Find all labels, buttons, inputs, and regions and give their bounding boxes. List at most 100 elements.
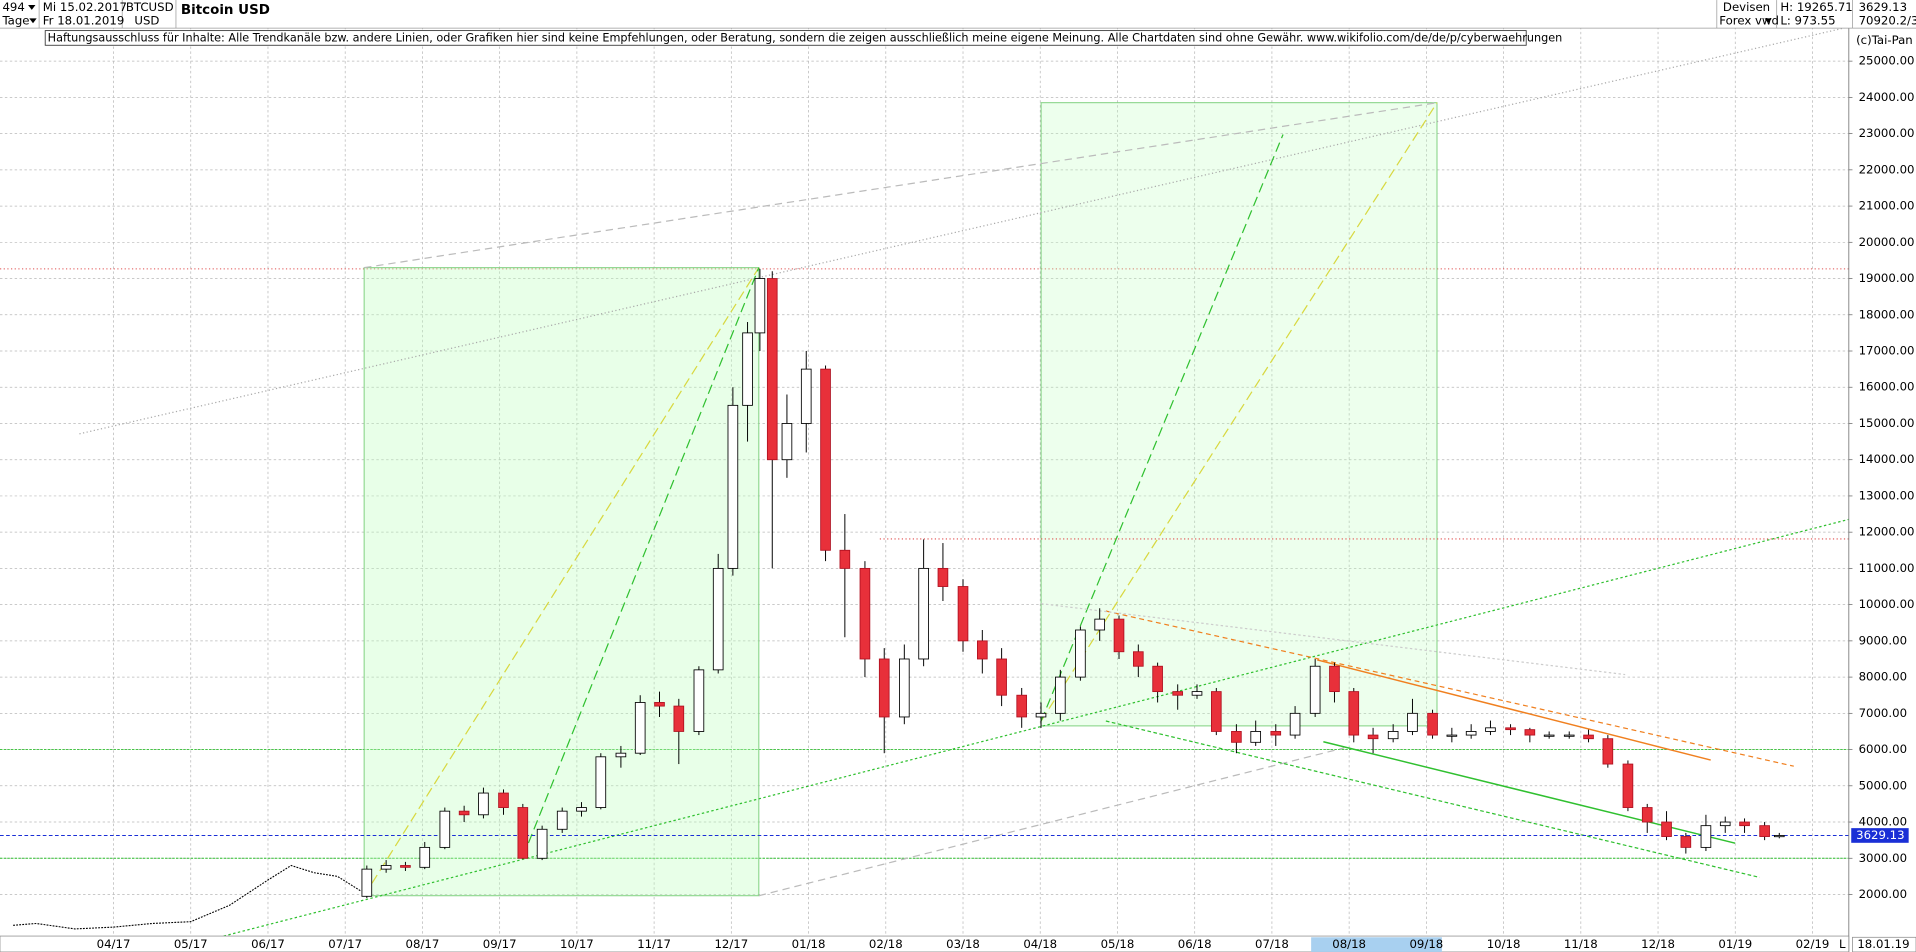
candle-body (1094, 618, 1106, 631)
candle-body (712, 567, 724, 671)
trend-line (1105, 720, 1760, 879)
x-tick-label: 10/17 (560, 937, 594, 951)
candle-body (1700, 825, 1712, 848)
x-tick-label: 05/18 (1101, 937, 1135, 951)
zone (1040, 102, 1438, 727)
candle-body (727, 404, 739, 569)
candle-body (1035, 712, 1047, 718)
y-tick-label: 13000.00 (1859, 488, 1915, 502)
candle-body (1270, 731, 1282, 736)
x-tick-label: 06/17 (251, 937, 285, 951)
disclaimer-box (44, 30, 1527, 46)
candle-body (1563, 734, 1575, 737)
x-tick-label: 10/18 (1487, 937, 1521, 951)
candle-body (1719, 821, 1731, 827)
y-tick-label: 2000.00 (1859, 887, 1907, 901)
candle-body (634, 702, 646, 754)
x-tick-label: 04/17 (97, 937, 131, 951)
y-tick-label: 16000.00 (1859, 380, 1915, 394)
candle-body (996, 658, 1007, 696)
trend-line (1041, 603, 1626, 676)
mode[interactable]: L (1839, 937, 1846, 951)
date-from: Mi 15.02.2017 (43, 0, 127, 14)
candle-body (800, 368, 812, 424)
x-tick-label: 07/18 (1255, 937, 1289, 951)
x-tick-label: 11/18 (1564, 937, 1598, 951)
candle-body (1602, 738, 1614, 765)
y-tick-label: 12000.00 (1859, 525, 1915, 539)
candle-body (1210, 691, 1222, 732)
y-tick-label: 5000.00 (1859, 778, 1907, 792)
candle-body (615, 752, 627, 758)
candle-body (458, 810, 470, 816)
candle-body (517, 807, 529, 859)
candle-body (576, 807, 587, 812)
candle-body (1465, 731, 1477, 736)
y-tick-label: 11000.00 (1859, 561, 1915, 575)
end-date: 18.01.19 (1857, 937, 1909, 951)
x-tick-label: 11/17 (637, 937, 671, 951)
volume: 70920.2/3 (1859, 13, 1916, 27)
price-marks (0, 268, 1849, 930)
candle-body (742, 332, 753, 406)
y-tick-label: 4000.00 (1859, 815, 1907, 829)
x-tick-label: 09/18 (1409, 937, 1443, 951)
low: L: 973.55 (1780, 13, 1835, 27)
candle-body (1054, 676, 1066, 714)
candle-body (1759, 825, 1770, 837)
y-tick-label: 9000.00 (1859, 633, 1907, 647)
y-tick-label: 17000.00 (1859, 344, 1915, 358)
candle-body (859, 567, 871, 660)
y-tick-label: 21000.00 (1859, 199, 1915, 213)
candle-body (1680, 836, 1692, 848)
trend-line (522, 267, 760, 857)
period[interactable]: Tage (1, 13, 29, 27)
copyright: (c)Tai-Pan (1856, 33, 1913, 47)
y-tick-label: 24000.00 (1859, 90, 1915, 104)
candle-body (1446, 734, 1458, 737)
candle-body (419, 846, 431, 868)
x-tick-label: 02/19 (1796, 937, 1830, 951)
candle-body (1367, 734, 1379, 740)
candle-body (361, 868, 373, 897)
x-tick-label: 01/19 (1718, 937, 1752, 951)
header-bar (0, 0, 1916, 29)
candle-body (1231, 731, 1242, 743)
dropdown-arrow[interactable] (28, 4, 36, 10)
dropdown-arrow[interactable] (1764, 18, 1772, 24)
y-tick-label: 23000.00 (1859, 126, 1915, 140)
x-tick-label: 07/17 (328, 937, 362, 951)
candle-body (1773, 835, 1785, 838)
candle-body (766, 278, 778, 461)
candle-body (977, 640, 988, 660)
y-tick-label: 19000.00 (1859, 271, 1915, 285)
candle-body (1622, 763, 1634, 808)
y-tick-label: 22000.00 (1859, 162, 1915, 176)
candle-body (654, 702, 665, 707)
bar-count[interactable]: 494 (2, 0, 24, 14)
candle-body (1152, 665, 1163, 693)
x-tick-label: 01/18 (792, 937, 826, 951)
candle-body (781, 423, 793, 461)
symbol: BTCUSD (126, 0, 174, 14)
candle-body (1016, 694, 1028, 718)
last-price: 3629.13 (1859, 0, 1907, 14)
candle-body (1132, 651, 1144, 667)
y-tick-label: 10000.00 (1859, 597, 1915, 611)
candle-body (1250, 731, 1262, 743)
trend-line (758, 747, 1345, 897)
x-tick-label: 06/18 (1178, 937, 1212, 951)
candle-body (1113, 618, 1125, 653)
trend-line (1105, 610, 1794, 767)
candle-body (478, 792, 489, 816)
dropdown-arrow[interactable] (29, 18, 37, 24)
drawings (79, 26, 1849, 937)
candle-body (899, 658, 910, 718)
candle-body (1524, 729, 1536, 736)
x-tick-label: 09/17 (483, 937, 517, 951)
y-tick-label: 8000.00 (1859, 670, 1907, 684)
candle-body (1661, 821, 1672, 837)
y-tick-label: 25000.00 (1859, 54, 1915, 68)
candle-body (839, 549, 851, 569)
